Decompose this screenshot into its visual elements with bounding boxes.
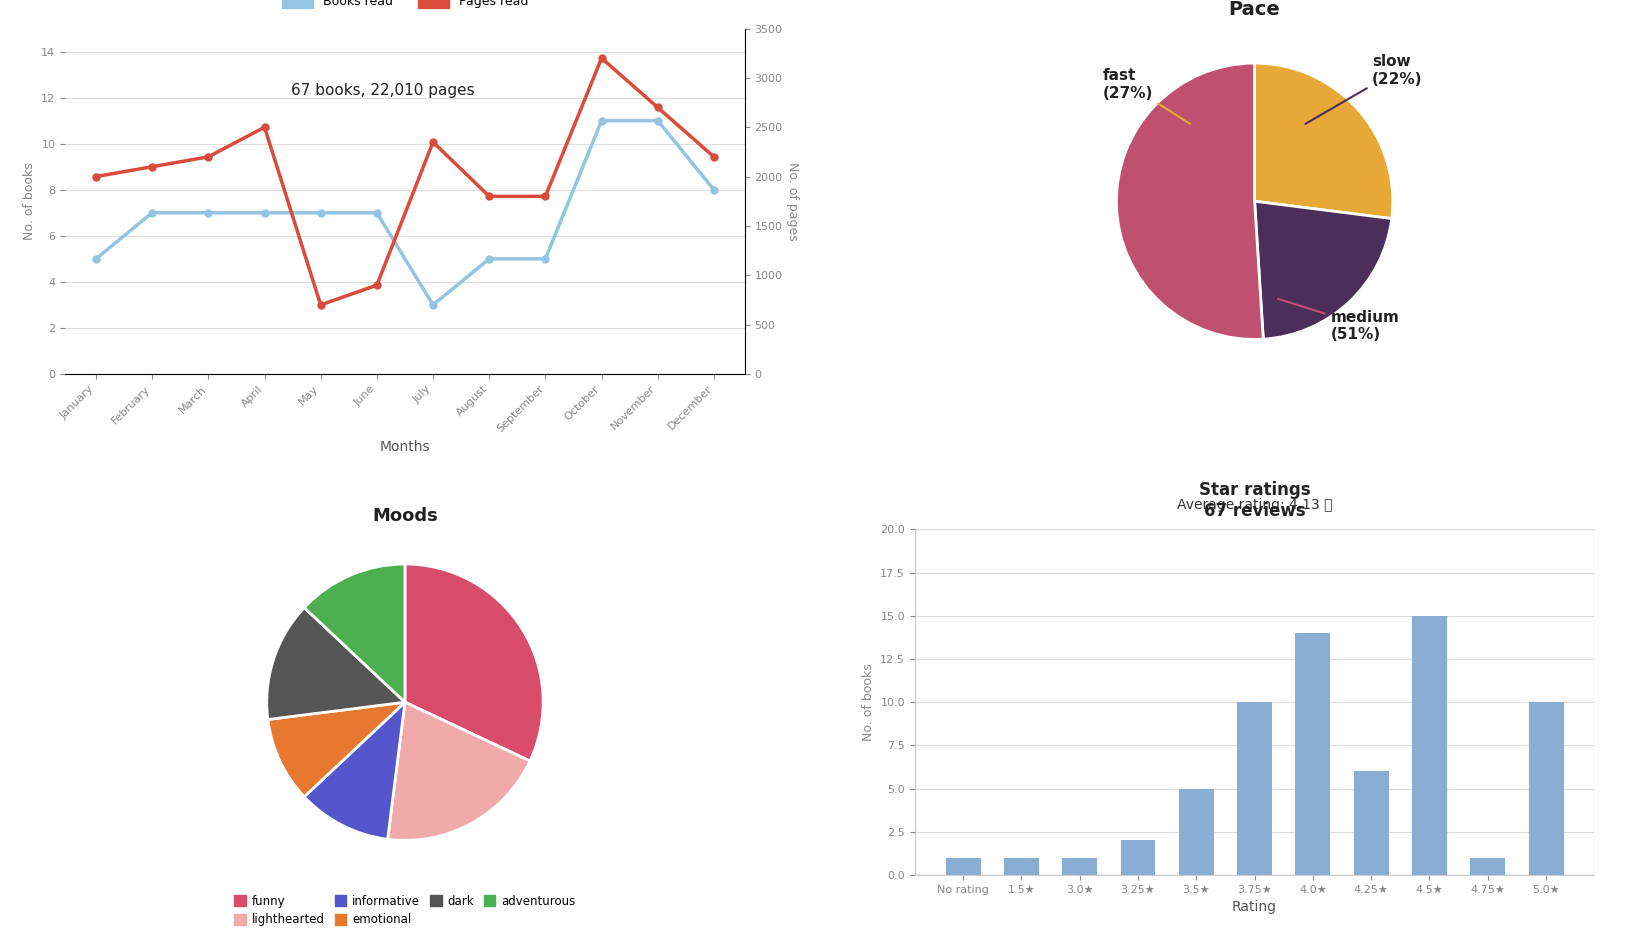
Title: Star ratings
67 reviews: Star ratings 67 reviews (1199, 481, 1310, 519)
Bar (945, 858, 981, 875)
Wedge shape (387, 702, 530, 841)
Y-axis label: No. of books: No. of books (23, 163, 36, 241)
Text: Average rating: 4.13 ⭐: Average rating: 4.13 ⭐ (1176, 498, 1333, 513)
X-axis label: Months: Months (379, 440, 430, 454)
Wedge shape (304, 564, 405, 702)
Wedge shape (304, 702, 405, 840)
Title: Moods: Moods (373, 507, 438, 525)
Legend: Books read, Pages read: Books read, Pages read (277, 0, 534, 13)
Y-axis label: No. of pages: No. of pages (786, 162, 799, 241)
Wedge shape (267, 608, 405, 720)
Wedge shape (1116, 63, 1263, 340)
Text: slow
(22%): slow (22%) (1305, 54, 1422, 124)
Bar (1529, 702, 1564, 875)
Text: medium
(51%): medium (51%) (1277, 299, 1399, 342)
Bar (1121, 841, 1155, 875)
Bar (1237, 702, 1272, 875)
Wedge shape (1254, 63, 1393, 219)
Bar (1180, 788, 1214, 875)
Wedge shape (1254, 202, 1391, 340)
Bar (1062, 858, 1097, 875)
Bar (1004, 858, 1040, 875)
Bar (1354, 771, 1389, 875)
Text: 67 books, 22,010 pages: 67 books, 22,010 pages (291, 83, 473, 98)
Wedge shape (405, 564, 543, 761)
Wedge shape (268, 702, 405, 797)
X-axis label: Rating: Rating (1232, 901, 1277, 914)
Bar (1412, 616, 1446, 875)
Title: Pace: Pace (1228, 0, 1280, 19)
Bar (1295, 633, 1331, 875)
Y-axis label: No. of books: No. of books (862, 663, 875, 741)
Legend: funny, lighthearted, informative, emotional, dark, adventurous: funny, lighthearted, informative, emotio… (229, 890, 581, 931)
Bar (1471, 858, 1505, 875)
Text: fast
(27%): fast (27%) (1103, 68, 1189, 124)
